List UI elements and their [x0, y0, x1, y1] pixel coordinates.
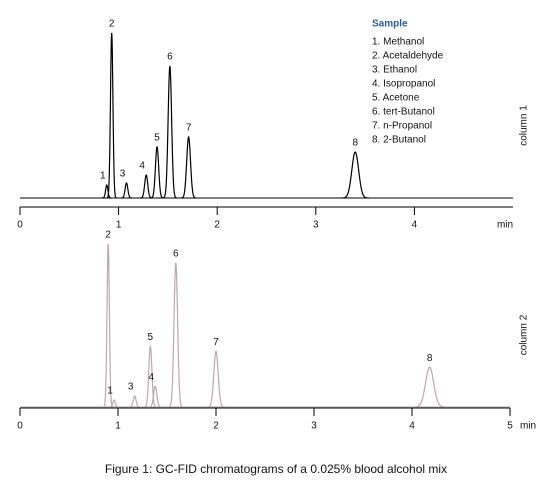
peak [109, 399, 120, 408]
legend-entry: 1. Methanol [372, 37, 424, 48]
legend-entry: 8. 2-Butanol [372, 135, 426, 146]
x-tick-label: 1 [116, 220, 122, 231]
x-axis-label: min [497, 220, 513, 231]
peak-label: 2 [105, 230, 111, 241]
peak [103, 243, 114, 408]
peak [121, 182, 132, 199]
legend-entry: 5. Acetone [372, 93, 420, 104]
peak [180, 135, 197, 199]
peak-label: 6 [167, 52, 173, 63]
peak [144, 344, 157, 408]
peak [128, 395, 141, 408]
peak [341, 151, 369, 199]
x-tick-label: 2 [213, 421, 219, 432]
peak [102, 184, 112, 199]
legend-entry: 7. n-Propanol [372, 121, 432, 132]
peak-label: 3 [120, 169, 126, 180]
legend-title: Sample [372, 19, 408, 30]
peak-label: 1 [107, 386, 113, 397]
x-tick-label: 4 [412, 220, 418, 231]
caption: Figure 1: GC-FID chromatograms of a 0.02… [105, 462, 447, 476]
peak-label: 5 [154, 133, 160, 144]
peak [140, 174, 153, 199]
peak-label: 4 [139, 161, 145, 172]
peak-label: 7 [213, 337, 219, 348]
x-tick-label: 2 [214, 220, 220, 231]
x-tick-label: 1 [115, 421, 121, 432]
legend-entry: 2. Acetaldehyde [372, 51, 444, 62]
side-label: column 1 [519, 105, 530, 146]
x-tick-label: 3 [311, 421, 317, 432]
x-axis-label: min [520, 421, 536, 432]
peak [106, 32, 117, 199]
x-tick-label: 4 [409, 421, 415, 432]
legend-entry: 6. tert-Butanol [372, 107, 435, 118]
peak [162, 65, 177, 199]
side-label: column 2 [519, 314, 530, 355]
x-tick-label: 0 [17, 421, 23, 432]
peak-label: 2 [109, 19, 115, 30]
x-tick-label: 3 [313, 220, 319, 231]
peak [413, 366, 446, 408]
peak-label: 4 [148, 372, 154, 383]
peak-label: 1 [100, 171, 106, 182]
x-tick-label: 5 [507, 421, 513, 432]
legend-entry: 4. Isopropanol [372, 79, 435, 90]
peak-label: 8 [352, 138, 358, 149]
peak-label: 6 [173, 249, 179, 260]
peak [150, 145, 164, 199]
peak [207, 350, 225, 408]
legend-entry: 3. Ethanol [372, 65, 417, 76]
peak-label: 7 [186, 123, 192, 134]
peak-label: 5 [148, 332, 154, 343]
peak-label: 8 [427, 353, 433, 364]
peak-label: 3 [128, 382, 134, 393]
x-tick-label: 0 [17, 220, 23, 231]
peak [148, 385, 162, 408]
peak [168, 262, 184, 408]
